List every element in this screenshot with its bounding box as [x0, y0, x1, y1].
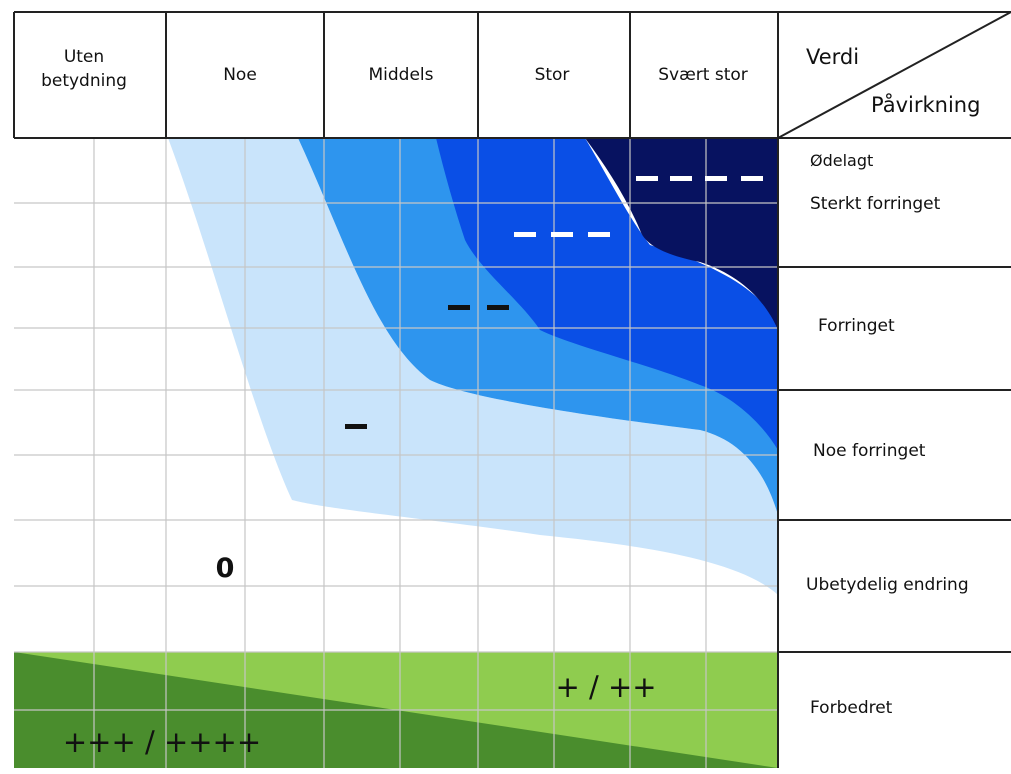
zone-label-zero: 0	[216, 553, 235, 584]
zone-label-plus-small: + / ++	[555, 670, 656, 704]
column-header-noe: Noe	[223, 65, 257, 85]
row-label-ubetydelig-endring: Ubetydelig endring	[806, 575, 969, 595]
column-header-svaert-stor: Svært stor	[658, 65, 748, 85]
row-label-forringet: Forringet	[818, 316, 895, 336]
corner-label-pavirkning: Påvirkning	[871, 92, 980, 117]
column-header-middels: Middels	[368, 65, 433, 85]
marker-two-dashes	[448, 305, 509, 310]
corner-label-verdi: Verdi	[806, 45, 859, 69]
marker-one-dash	[345, 424, 367, 429]
marker-three-dashes	[514, 232, 610, 237]
column-header-stor: Stor	[535, 65, 570, 85]
column-header-uten-line1: Uten	[64, 47, 104, 67]
marker-four-dashes	[636, 176, 763, 181]
zone-dark-navy	[585, 138, 778, 330]
zone-medium-blue	[436, 138, 778, 450]
row-label-noe-forringet: Noe forringet	[813, 441, 926, 461]
row-label-odelagt: Ødelagt	[810, 151, 873, 170]
row-label-forbedret: Forbedret	[810, 698, 893, 718]
table-borders	[13, 11, 1011, 768]
row-label-sterkt-forringet: Sterkt forringet	[810, 194, 941, 214]
zone-label-plus-large: +++ / ++++	[63, 725, 261, 759]
grid-lines	[14, 138, 778, 768]
zone-very-light-blue	[168, 138, 778, 595]
column-header-uten-line2: betydning	[41, 71, 127, 91]
